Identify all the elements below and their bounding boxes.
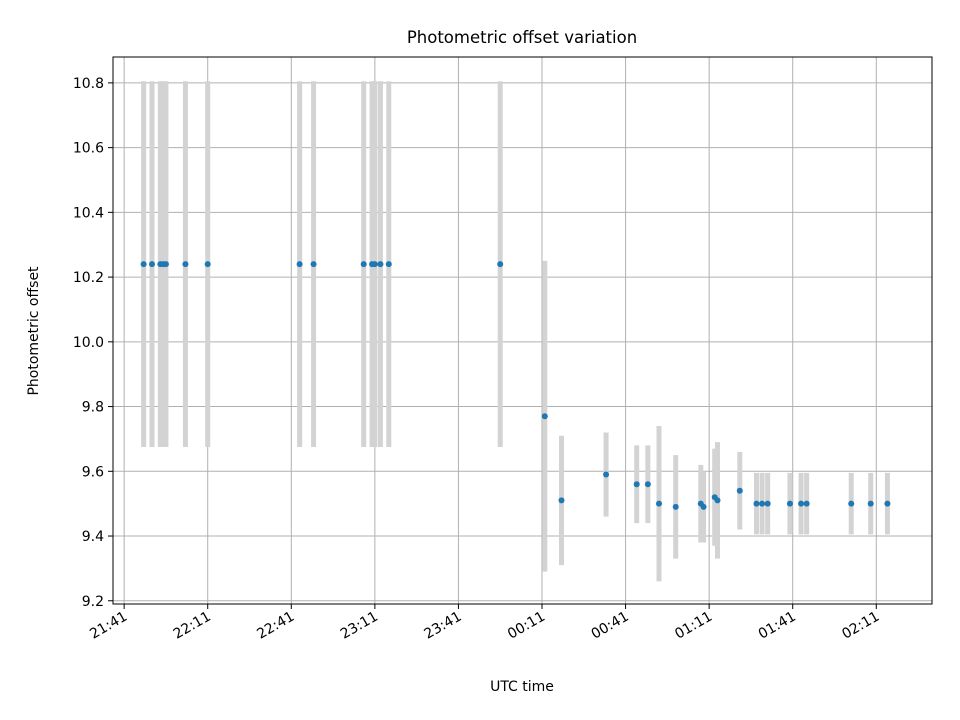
data-point [204, 261, 211, 268]
data-point [360, 261, 367, 268]
data-point [884, 500, 891, 507]
data-point [764, 500, 771, 507]
x-axis-label: UTC time [490, 679, 554, 695]
y-tick-label: 10.6 [73, 141, 104, 157]
y-axis-label: Photometric offset [26, 266, 42, 396]
y-tick-label: 9.4 [82, 529, 104, 545]
data-point [786, 500, 793, 507]
data-point [753, 500, 760, 507]
data-point [377, 261, 384, 268]
data-point [644, 481, 651, 488]
data-point [140, 261, 147, 268]
grid-lines [113, 57, 932, 604]
data-point [541, 413, 548, 420]
data-point [736, 487, 743, 494]
y-tick-label: 10.4 [73, 205, 104, 221]
data-point [798, 500, 805, 507]
y-axis-ticks: 9.2 9.4 9.6 9.8 10.0 10.2 10.4 10.6 10.8 [73, 76, 113, 610]
data-point [371, 261, 378, 268]
data-point [149, 261, 155, 268]
y-tick-label: 9.8 [82, 400, 104, 416]
data-point [867, 500, 874, 507]
data-point [700, 503, 707, 510]
data-points [140, 261, 891, 510]
data-point [162, 261, 169, 268]
plot-frame [112, 56, 933, 605]
data-point [714, 497, 721, 504]
chart-title: Photometric offset variation [407, 28, 637, 47]
data-point [296, 261, 303, 268]
data-point [633, 481, 640, 488]
data-point [385, 261, 392, 268]
data-point [672, 503, 679, 510]
data-point [558, 497, 565, 504]
y-tick-label: 9.6 [82, 464, 104, 480]
data-point [803, 500, 810, 507]
data-point [310, 261, 317, 268]
y-tick-label: 9.2 [82, 594, 104, 610]
y-tick-label: 10.2 [73, 270, 104, 286]
data-point [603, 471, 610, 478]
data-point [182, 261, 189, 268]
data-point [759, 500, 766, 507]
data-point [656, 500, 662, 507]
data-point [497, 261, 504, 268]
y-tick-label: 10.8 [73, 76, 104, 92]
data-point [848, 500, 855, 507]
y-tick-label: 10.0 [73, 335, 104, 351]
